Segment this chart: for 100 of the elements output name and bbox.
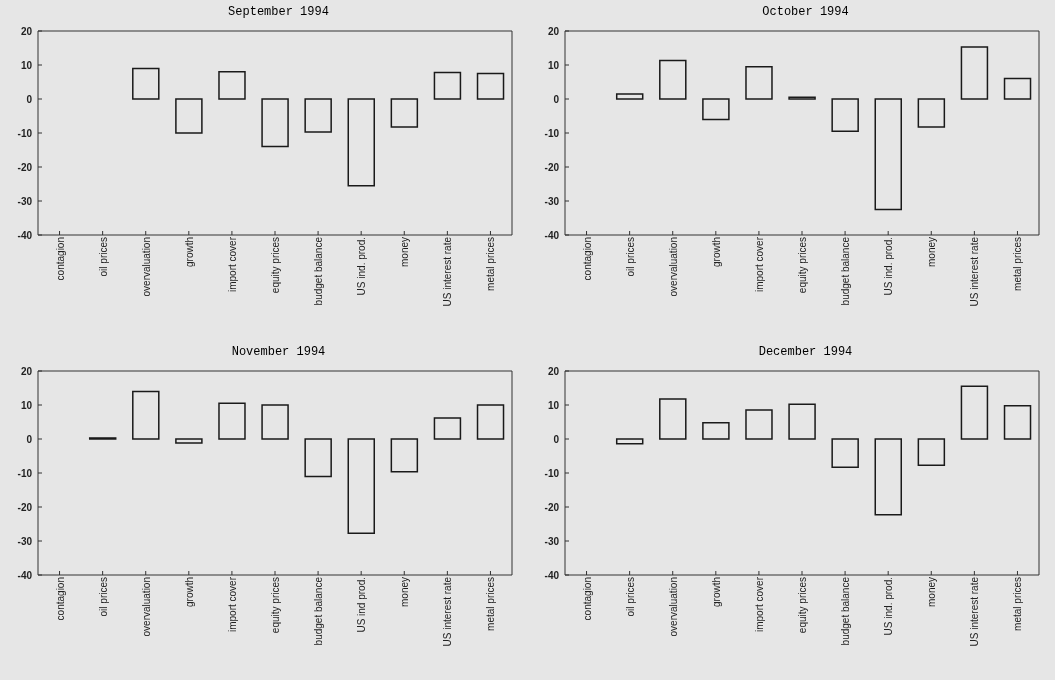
- x-tick-label: oil prices: [97, 577, 109, 617]
- bar: [960, 385, 989, 440]
- y-tick-label: -30: [544, 535, 560, 547]
- bar: [132, 390, 160, 440]
- y-tick-label: -30: [17, 535, 33, 547]
- x-tick-label: US ind. prod.: [356, 237, 368, 296]
- y-tick-label: -30: [544, 195, 560, 207]
- x-tick-label: contagion: [54, 237, 66, 281]
- y-tick-label: -10: [17, 467, 33, 479]
- y-tick-label: 20: [20, 25, 33, 37]
- x-tick-label: equity prices: [270, 237, 281, 294]
- x-tick-label: overvaluation: [140, 577, 152, 637]
- y-tick-label: 20: [20, 365, 33, 377]
- bar: [261, 404, 289, 440]
- bar: [132, 67, 160, 100]
- x-tick-label: growth: [710, 577, 722, 608]
- x-tick-label: growth: [710, 237, 722, 268]
- bar: [960, 46, 989, 100]
- x-tick-label: overvaluation: [667, 237, 679, 297]
- bar: [831, 98, 859, 133]
- bar: [433, 71, 462, 100]
- x-tick-label: metal prices: [1012, 577, 1024, 631]
- y-tick-label: 10: [547, 59, 560, 71]
- bar: [659, 398, 687, 440]
- x-tick-label: budget balance: [840, 576, 852, 646]
- y-tick-label: 10: [20, 399, 33, 411]
- bar: [218, 71, 246, 100]
- y-tick-label: 20: [547, 25, 560, 37]
- y-tick-label: -20: [544, 161, 560, 173]
- bar: [347, 98, 375, 187]
- y-tick-label: 20: [547, 365, 560, 377]
- y-tick-label: -20: [17, 161, 33, 173]
- chart-title: November 1994: [230, 344, 327, 361]
- bar: [1003, 77, 1032, 100]
- bar: [702, 98, 730, 121]
- bar: [476, 404, 505, 440]
- bar: [745, 409, 773, 440]
- x-tick-label: contagion: [581, 237, 593, 281]
- bar: [304, 98, 332, 133]
- y-tick-label: 0: [26, 433, 33, 445]
- x-tick-label: US ind prod.: [356, 577, 368, 633]
- bar: [702, 421, 730, 440]
- y-tick-label: 10: [20, 59, 33, 71]
- x-tick-label: US interest rate: [969, 236, 981, 307]
- x-tick-label: growth: [183, 237, 195, 268]
- bar: [390, 438, 419, 473]
- x-tick-label: money: [399, 237, 411, 268]
- chart-title: September 1994: [227, 4, 330, 21]
- x-tick-label: equity prices: [270, 577, 281, 634]
- x-tick-label: contagion: [581, 577, 593, 621]
- bar: [917, 98, 946, 128]
- bar: [874, 438, 902, 516]
- x-tick-label: oil prices: [624, 577, 636, 617]
- bar: [433, 417, 462, 440]
- bar: [175, 438, 203, 444]
- bar: [304, 438, 332, 478]
- y-tick-label: 10: [547, 399, 560, 411]
- x-tick-label: import cover: [226, 236, 238, 293]
- x-tick-label: budget balance: [313, 236, 325, 306]
- bar: [476, 72, 505, 100]
- y-tick-label: -40: [17, 569, 33, 581]
- bar: [390, 98, 419, 128]
- y-tick-label: 0: [26, 93, 33, 105]
- x-tick-label: money: [399, 577, 411, 608]
- x-tick-label: growth: [183, 577, 195, 608]
- bar: [347, 438, 375, 534]
- x-tick-label: overvaluation: [140, 237, 152, 297]
- bar: [1003, 404, 1032, 440]
- y-tick-label: -20: [544, 501, 560, 513]
- x-tick-label: US interest rate: [442, 236, 454, 307]
- y-tick-label: 0: [553, 93, 560, 105]
- bar: [218, 402, 246, 440]
- x-tick-label: equity prices: [797, 237, 808, 294]
- bar: [917, 438, 946, 466]
- x-tick-label: equity prices: [797, 577, 808, 634]
- x-tick-label: import cover: [753, 236, 765, 293]
- x-tick-label: oil prices: [624, 237, 636, 277]
- y-tick-label: -20: [17, 501, 33, 513]
- x-tick-label: overvaluation: [667, 577, 679, 637]
- chart-title: October 1994: [761, 4, 850, 21]
- y-tick-label: -10: [544, 467, 560, 479]
- x-tick-label: metal prices: [485, 237, 497, 291]
- x-tick-label: US ind. prod.: [883, 237, 895, 296]
- bar: [745, 65, 773, 100]
- x-tick-label: import cover: [226, 576, 238, 633]
- x-tick-label: oil prices: [97, 237, 109, 277]
- x-tick-label: US ind. prod.: [883, 577, 895, 636]
- bar: [788, 403, 816, 440]
- bar: [874, 98, 902, 211]
- x-tick-label: budget balance: [840, 236, 852, 306]
- y-tick-label: 0: [553, 433, 560, 445]
- bar: [615, 438, 644, 445]
- bar: [659, 59, 687, 100]
- x-tick-label: US interest rate: [969, 576, 981, 647]
- bar: [615, 93, 644, 100]
- y-tick-label: -10: [17, 127, 33, 139]
- bar: [261, 98, 289, 148]
- x-tick-label: metal prices: [485, 577, 497, 631]
- y-tick-label: -30: [17, 195, 33, 207]
- y-tick-label: -40: [544, 229, 560, 241]
